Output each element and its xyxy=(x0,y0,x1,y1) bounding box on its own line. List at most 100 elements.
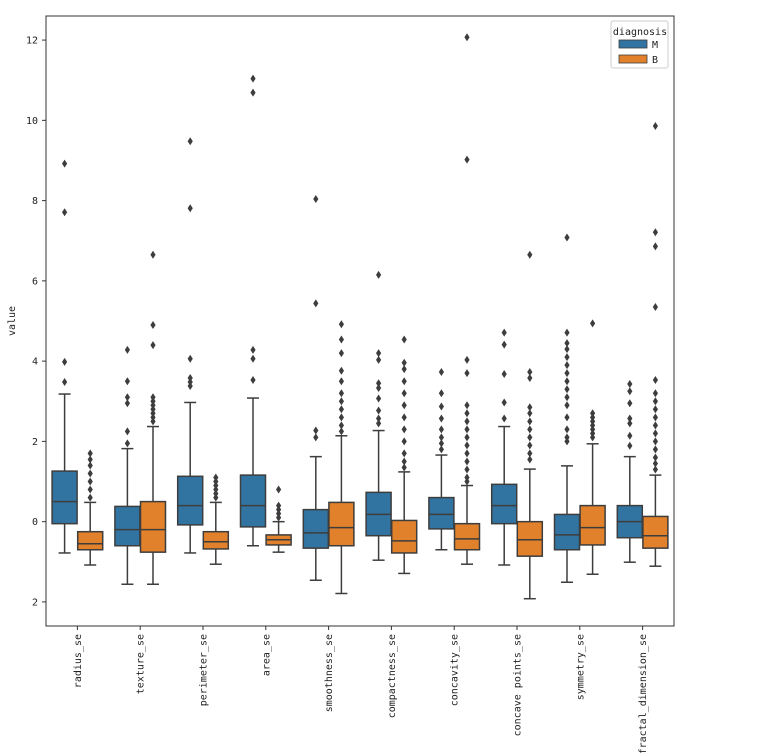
outlier-point xyxy=(376,349,382,358)
iqr-box xyxy=(76,530,104,551)
outlier-point xyxy=(501,340,507,349)
box-B-smoothness_se xyxy=(328,320,355,595)
x-tick-label: smoothness_se xyxy=(324,634,335,712)
outlier-point xyxy=(464,465,470,474)
outlier-point xyxy=(376,419,382,428)
iqr-box xyxy=(176,475,204,526)
y-tick-label: 10 xyxy=(26,116,38,127)
outlier-point xyxy=(652,421,658,430)
outlier-point xyxy=(527,433,533,442)
outlier-point xyxy=(338,320,344,329)
outlier-point xyxy=(187,378,193,386)
plot-frame xyxy=(45,15,675,627)
legend-label-m: M xyxy=(652,40,658,51)
outlier-point xyxy=(527,441,533,450)
outlier-point xyxy=(313,299,319,308)
outlier-point xyxy=(213,493,219,502)
outlier-point xyxy=(564,425,570,434)
outlier-point xyxy=(213,485,219,494)
iqr-box xyxy=(516,520,544,557)
outlier-point xyxy=(401,413,407,422)
outlier-point xyxy=(338,397,344,406)
outlier-point xyxy=(564,345,570,354)
x-tick-label: concavity_se xyxy=(450,634,461,706)
outlier-point xyxy=(213,481,219,490)
outlier-point xyxy=(438,433,444,442)
y-tick-label: 0 xyxy=(32,517,38,528)
outlier-point xyxy=(150,341,156,350)
x-tick-label: radius_se xyxy=(73,634,84,688)
box-B-perimeter_se xyxy=(202,473,230,565)
outlier-point xyxy=(401,358,407,367)
box-B-concave-points_se xyxy=(516,250,544,600)
outlier-point xyxy=(564,433,570,442)
iqr-box xyxy=(302,508,330,549)
outlier-point xyxy=(627,380,633,389)
outlier-point xyxy=(501,398,507,407)
iqr-box xyxy=(328,501,355,547)
box-B-texture_se xyxy=(139,250,167,586)
outlier-point xyxy=(652,453,658,462)
outlier-point xyxy=(652,445,658,454)
iqr-box xyxy=(553,513,581,551)
outlier-point xyxy=(527,373,533,382)
outlier-point xyxy=(338,335,344,344)
outlier-point xyxy=(276,485,282,494)
legend-title: diagnosis xyxy=(613,27,667,38)
outlier-point xyxy=(627,441,633,450)
outlier-point xyxy=(62,159,68,168)
outlier-point xyxy=(124,439,130,448)
outlier-point xyxy=(338,377,344,386)
y-tick-label: 2 xyxy=(32,597,38,608)
box-M-symmetry_se xyxy=(553,233,581,584)
outlier-point xyxy=(150,405,156,414)
outlier-point xyxy=(464,33,470,42)
outlier-point xyxy=(376,384,382,393)
outlier-point xyxy=(376,270,382,279)
outlier-point xyxy=(464,473,470,482)
outlier-point xyxy=(150,417,156,426)
outlier-point xyxy=(376,414,382,423)
y-tick-label: 2 xyxy=(32,437,38,448)
outlier-point xyxy=(627,414,633,423)
outlier-point xyxy=(527,367,533,376)
outlier-point xyxy=(527,455,533,464)
legend-swatch-b xyxy=(618,54,648,64)
outlier-point xyxy=(150,413,156,422)
plot-marks xyxy=(51,33,669,600)
outlier-point xyxy=(464,433,470,442)
outlier-point xyxy=(150,250,156,259)
outlier-point xyxy=(501,328,507,337)
outlier-point xyxy=(652,397,658,406)
y-tick-label: 4 xyxy=(32,357,38,368)
outlier-point xyxy=(376,406,382,415)
outlier-point xyxy=(464,369,470,378)
outlier-point xyxy=(150,397,156,406)
outlier-point xyxy=(401,401,407,410)
outlier-point xyxy=(187,204,193,213)
outlier-point xyxy=(527,425,533,434)
outlier-point xyxy=(564,339,570,348)
legend: diagnosis M B xyxy=(610,20,669,69)
outlier-point xyxy=(401,463,407,472)
outlier-point xyxy=(564,377,570,386)
outlier-point xyxy=(652,302,658,311)
outlier-point xyxy=(438,425,444,434)
outlier-point xyxy=(338,413,344,422)
outlier-point xyxy=(464,477,470,486)
box-M-radius_se xyxy=(51,159,78,554)
outlier-point xyxy=(527,403,533,412)
outlier-point xyxy=(590,319,596,328)
iqr-box xyxy=(579,504,606,546)
outlier-point xyxy=(87,493,93,502)
outlier-point xyxy=(87,469,93,478)
outlier-point xyxy=(87,449,93,458)
outlier-point xyxy=(564,353,570,362)
outlier-point xyxy=(652,429,658,438)
x-tick-label: perimeter_se xyxy=(199,634,210,706)
legend-swatch-m xyxy=(618,39,648,49)
outlier-point xyxy=(62,357,68,366)
outlier-point xyxy=(527,417,533,426)
outlier-point xyxy=(376,394,382,403)
iqr-box xyxy=(453,522,481,551)
